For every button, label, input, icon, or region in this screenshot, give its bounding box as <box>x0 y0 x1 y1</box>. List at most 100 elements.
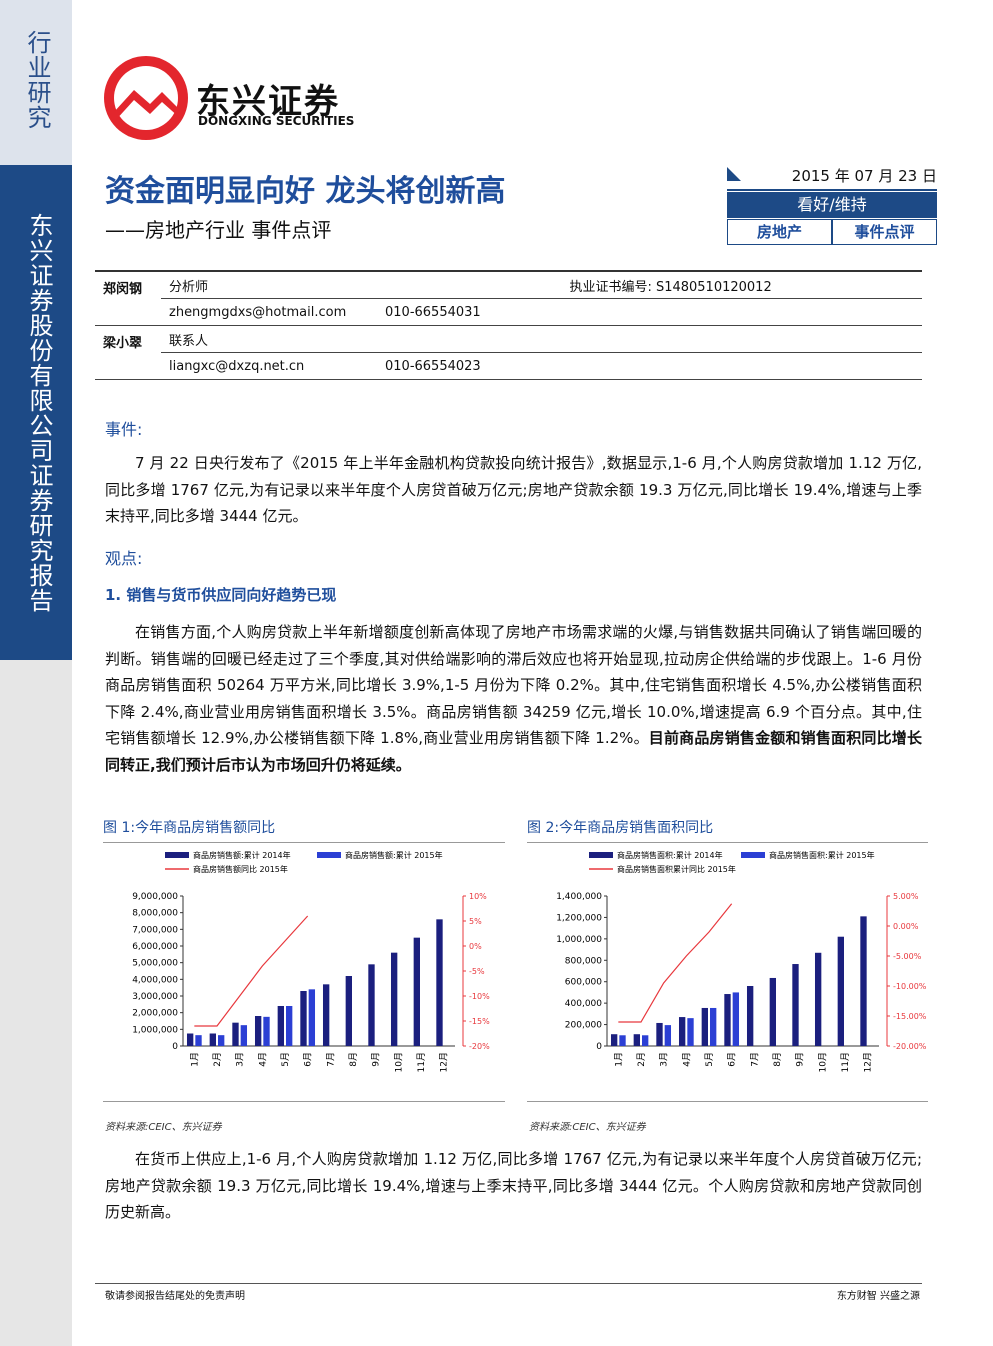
y-tick-label: 1,000,000 <box>556 935 602 945</box>
y-tick-label: 800,000 <box>565 956 602 966</box>
y-tick-label: 8,000,000 <box>132 909 178 919</box>
y2-tick-label: -5% <box>469 967 485 976</box>
bar <box>610 1034 618 1046</box>
x-tick-label: 7月 <box>325 1052 336 1067</box>
legend-label: 商品房销售面积:累计 2014年 <box>617 850 723 860</box>
y-tick-label: 200,000 <box>565 1021 602 1031</box>
x-tick-label: 2月 <box>636 1052 647 1067</box>
x-tick-label: 10月 <box>393 1052 404 1072</box>
date-triangle <box>727 167 741 181</box>
event-heading: 事件: <box>105 420 143 439</box>
analyst-name: 梁小翠 <box>95 325 161 380</box>
bar <box>368 964 375 1046</box>
y2-tick-label: -10% <box>469 992 490 1001</box>
y2-tick-label: -20.00% <box>893 1042 927 1051</box>
bar <box>746 986 754 1046</box>
x-tick-label: 5月 <box>280 1052 291 1067</box>
bar <box>322 984 330 1046</box>
y2-tick-label: 10% <box>469 892 487 901</box>
date: 2015 年 07 月 23 日 <box>727 165 937 191</box>
bar <box>308 989 316 1046</box>
footer-left: 敬请参阅报告结尾处的免责声明 <box>105 1291 245 1302</box>
sidebar-top: 行业研究 <box>0 0 72 165</box>
figure-source: 资料来源:CEIC、东兴证券 <box>105 1122 222 1133</box>
paragraph: 在销售方面,个人购房贷款上半年新增额度创新高体现了房地产市场需求端的火爆,与销售… <box>105 619 922 778</box>
y2-tick-label: 5% <box>469 917 482 926</box>
bar <box>678 1017 686 1046</box>
bar <box>837 936 844 1046</box>
views-heading: 观点: <box>105 549 143 568</box>
bar <box>218 1035 225 1046</box>
bar <box>436 919 443 1046</box>
y-tick-label: 2,000,000 <box>132 1009 178 1019</box>
y2-tick-label: 5.00% <box>893 892 919 901</box>
x-tick-label: 6月 <box>303 1052 314 1067</box>
legend-marker <box>165 852 189 858</box>
x-tick-label: 7月 <box>749 1052 760 1067</box>
point-heading: 1. 销售与货币供应同向好趋势已现 <box>105 586 337 604</box>
y-tick-label: 1,400,000 <box>556 892 602 902</box>
bar <box>619 1035 626 1046</box>
analyst-name: 郑闵钢 <box>95 271 161 326</box>
line <box>618 903 733 1023</box>
y-tick-label: 1,000,000 <box>132 1025 178 1035</box>
paragraph-bold: 目前商品房销售金额和销售面积同比增长同转正,我们预计后市认为市场回升仍将延续。 <box>105 729 922 774</box>
analyst-role: 分析师 <box>161 271 377 299</box>
y-tick-label: 5,000,000 <box>132 959 178 969</box>
y2-tick-label: 0.00% <box>893 922 919 931</box>
bar <box>240 1025 248 1046</box>
legend-label: 商品房销售额同比 2015年 <box>193 864 288 874</box>
line <box>194 915 309 1027</box>
x-tick-label: 3月 <box>235 1052 246 1067</box>
legend-marker <box>741 852 765 858</box>
title: 资金面明显向好 龙头将创新高 <box>105 174 506 209</box>
legend-label: 商品房销售面积累计同比 2015年 <box>617 864 736 874</box>
x-tick-label: 8月 <box>772 1052 783 1067</box>
analyst-phone: 010-66554031 <box>377 298 562 326</box>
x-tick-label: 12月 <box>863 1052 874 1072</box>
bar <box>195 1035 202 1046</box>
paragraph: 在货币上供应上,1-6 月,个人购房贷款增加 1.12 万亿,同比多增 1767… <box>105 1150 922 1221</box>
legend-label: 商品房销售面积:累计 2015年 <box>769 850 875 860</box>
legend-label: 商品房销售额:累计 2014年 <box>193 850 291 860</box>
subtitle: ——房地产行业 事件点评 <box>105 218 332 242</box>
x-tick-label: 5月 <box>704 1052 715 1067</box>
x-tick-label: 6月 <box>727 1052 738 1067</box>
bar <box>186 1033 194 1046</box>
bar <box>390 952 398 1046</box>
bar <box>769 977 776 1046</box>
logo-mark <box>104 56 188 140</box>
bar <box>286 1006 293 1046</box>
bar <box>701 1007 708 1046</box>
x-tick-label: 2月 <box>212 1052 223 1067</box>
x-tick-label: 1月 <box>613 1052 624 1067</box>
footer-rule <box>95 1283 922 1284</box>
y-tick-label: 3,000,000 <box>132 992 178 1002</box>
x-tick-label: 4月 <box>257 1052 268 1067</box>
x-tick-label: 3月 <box>659 1052 670 1067</box>
x-tick-label: 11月 <box>416 1052 427 1072</box>
chart: 0 1,000,000 2,000,000 3,000,000 4,000,000 5,0… <box>103 842 505 1102</box>
bar <box>300 991 307 1046</box>
y-tick-label: 1,200,000 <box>556 913 602 923</box>
event-text: 7 月 22 日央行发布了《2015 年上半年金融机构贷款投向统计报告》,数据显… <box>105 454 922 525</box>
y-tick-label: 4,000,000 <box>132 975 178 985</box>
analyst-email: liangxc@dxzq.net.cn <box>161 352 377 380</box>
y-tick-label: 400,000 <box>565 999 602 1009</box>
bar <box>277 1006 284 1046</box>
bar <box>710 1007 717 1046</box>
bar <box>345 976 352 1046</box>
bar <box>263 1016 270 1046</box>
analyst-email: zhengmgdxs@hotmail.com <box>161 298 377 326</box>
legend-label: 商品房销售额:累计 2015年 <box>345 850 443 860</box>
x-tick-label: 8月 <box>348 1052 359 1067</box>
bar <box>633 1034 640 1046</box>
bar <box>814 952 822 1046</box>
rating: 看好/维持 <box>727 192 937 218</box>
y-tick-label: 0 <box>596 1042 602 1052</box>
y-tick-label: 6,000,000 <box>132 942 178 952</box>
y2-tick-label: -5.00% <box>893 952 922 961</box>
sidebar-mid: 东兴证券股份有限公司证券研究报告 <box>0 165 72 660</box>
x-tick-label: 1月 <box>189 1052 200 1067</box>
sidebar-top-text: 行业研究 <box>23 30 51 130</box>
